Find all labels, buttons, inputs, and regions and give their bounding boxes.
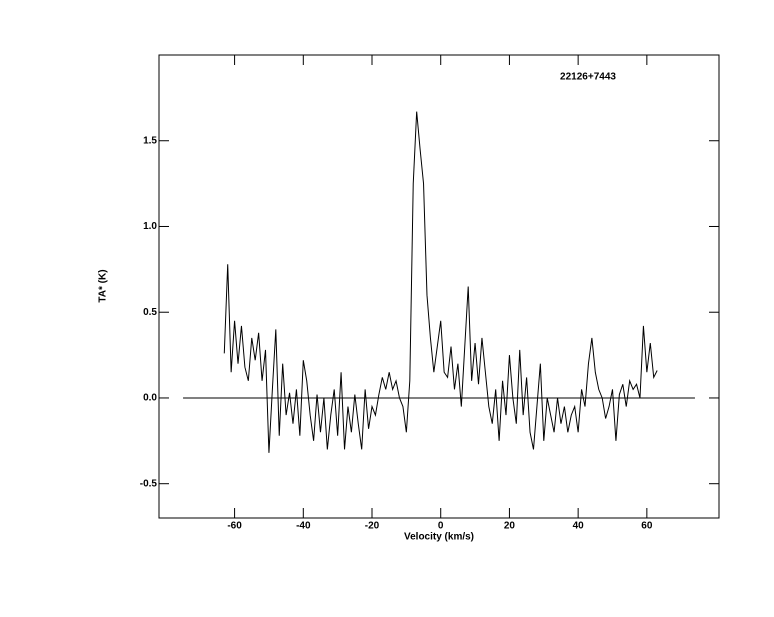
y-tick-label: 1.0 bbox=[143, 221, 157, 232]
y-tick-label: 0.0 bbox=[143, 393, 157, 404]
spectrum-line bbox=[223, 111, 658, 453]
x-tick-label: 0 bbox=[438, 521, 444, 532]
x-tick-label: -20 bbox=[365, 521, 380, 532]
x-tick-label: -40 bbox=[296, 521, 311, 532]
x-tick-label: 20 bbox=[504, 521, 516, 532]
y-tick-label: 1.5 bbox=[143, 135, 157, 146]
plot-frame bbox=[158, 54, 720, 519]
x-tick-label: -60 bbox=[227, 521, 242, 532]
x-tick-label: 60 bbox=[641, 521, 653, 532]
y-tick-label: 0.5 bbox=[143, 307, 157, 318]
x-axis-label: Velocity (km/s) bbox=[404, 532, 474, 543]
x-tick-label: 40 bbox=[573, 521, 585, 532]
chart-title: 22126+7443 bbox=[560, 72, 616, 83]
y-tick-label: -0.5 bbox=[140, 478, 158, 489]
y-axis-label: TA* (K) bbox=[98, 269, 109, 302]
